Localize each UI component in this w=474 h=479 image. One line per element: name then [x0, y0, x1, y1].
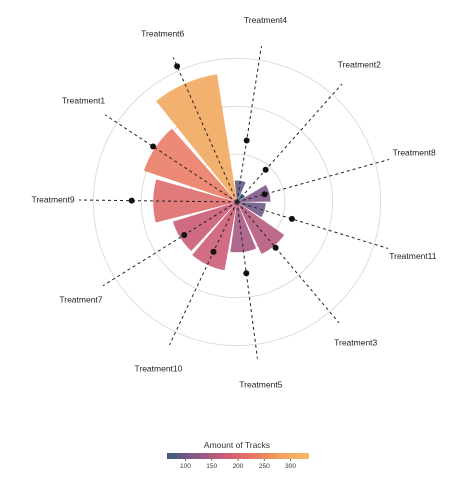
- marker-treatment2: [262, 166, 269, 173]
- label-treatment9: Treatment9: [31, 195, 74, 205]
- legend-tick-label: 200: [233, 463, 244, 470]
- bar-treatment6: [156, 74, 237, 202]
- label-treatment6: Treatment6: [141, 29, 184, 39]
- bar-treatment8: [237, 184, 271, 202]
- marker-treatment6: [174, 63, 181, 70]
- spoke-treatment4: [236, 45, 262, 203]
- spoke-layer: [79, 45, 390, 359]
- marker-treatment7: [181, 231, 188, 238]
- spoke-treatment7: [102, 201, 238, 287]
- spoke-treatment11: [236, 201, 389, 249]
- legend: Amount of Tracks 100 150 200 250 300: [167, 440, 309, 470]
- legend-tick-label: 250: [259, 463, 270, 470]
- bar-treatment5: [230, 202, 257, 253]
- legend-tick-label: 300: [285, 463, 296, 470]
- marker-treatment11: [288, 215, 295, 222]
- spoke-treatment6: [172, 57, 238, 203]
- bar-treatment1: [143, 128, 237, 202]
- spoke-treatment3: [236, 201, 340, 324]
- marker-treatment4: [243, 137, 250, 144]
- marker-treatment10: [210, 248, 217, 255]
- label-treatment10: Treatment10: [134, 363, 182, 373]
- grid-circle: [92, 57, 382, 347]
- legend-tick-label: 150: [206, 463, 217, 470]
- spoke-treatment1: [104, 114, 238, 203]
- marker-treatment9: [128, 197, 135, 204]
- bar-treatment10: [192, 202, 237, 271]
- label-treatment11: Treatment11: [389, 251, 437, 261]
- marker-treatment8: [261, 191, 268, 198]
- spoke-treatment10: [169, 201, 238, 346]
- marker-treatment1: [150, 143, 157, 150]
- label-treatment2: Treatment2: [338, 60, 381, 70]
- label-treatment5: Treatment5: [239, 379, 282, 389]
- bar-layer: [143, 74, 285, 271]
- label-treatment3: Treatment3: [334, 338, 377, 348]
- grid-circle: [140, 105, 334, 299]
- label-treatment4: Treatment4: [244, 15, 287, 25]
- bar-treatment11: [237, 202, 266, 218]
- label-treatment1: Treatment1: [62, 96, 105, 106]
- legend-colorbar: [167, 453, 309, 459]
- spoke-treatment5: [236, 201, 258, 359]
- spoke-treatment9: [79, 199, 238, 203]
- label-treatment7: Treatment7: [59, 294, 102, 304]
- bar-treatment3: [237, 202, 285, 254]
- label-layer: Treatment4 Treatment2 Treatment8 Treatment1…: [31, 15, 436, 389]
- spoke-treatment2: [236, 83, 343, 203]
- bar-treatment7: [172, 202, 237, 251]
- marker-treatment3: [272, 244, 279, 251]
- label-treatment8: Treatment8: [393, 147, 436, 157]
- marker-treatment5: [243, 270, 250, 277]
- legend-tick-label: 100: [180, 463, 191, 470]
- bar-treatment9: [153, 179, 237, 223]
- bar-treatment4: [234, 180, 246, 202]
- legend-title: Amount of Tracks: [204, 440, 270, 450]
